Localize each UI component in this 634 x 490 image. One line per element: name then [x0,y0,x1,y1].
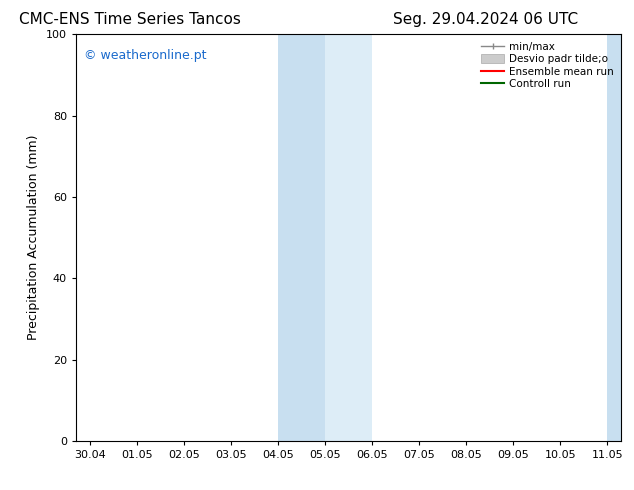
Bar [631,34,634,441]
Text: © weatheronline.pt: © weatheronline.pt [84,49,207,62]
Bar [278,34,325,441]
Bar [325,34,372,441]
Y-axis label: Precipitation Accumulation (mm): Precipitation Accumulation (mm) [27,135,41,341]
Bar [607,34,631,441]
Legend: min/max, Desvio padr tilde;o, Ensemble mean run, Controll run: min/max, Desvio padr tilde;o, Ensemble m… [479,40,616,92]
Text: CMC-ENS Time Series Tancos: CMC-ENS Time Series Tancos [19,12,241,27]
Text: Seg. 29.04.2024 06 UTC: Seg. 29.04.2024 06 UTC [393,12,578,27]
